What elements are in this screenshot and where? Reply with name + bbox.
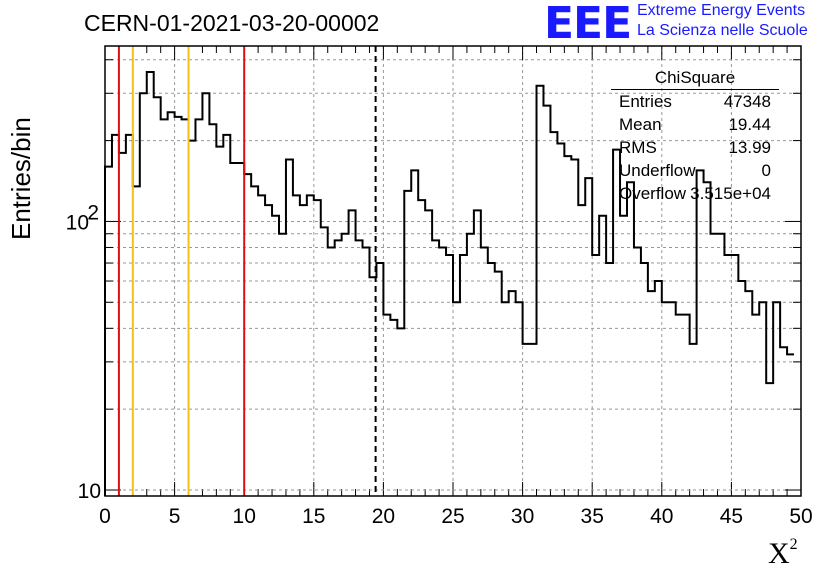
stats-key: Overflow bbox=[619, 184, 687, 203]
y-tick-label: 10 bbox=[66, 211, 89, 234]
stats-value: 13.99 bbox=[728, 138, 771, 157]
x-tick-label: 0 bbox=[99, 505, 111, 528]
eee-logo: EEE bbox=[544, 0, 632, 49]
run-title: CERN-01-2021-03-20-00002 bbox=[84, 10, 380, 36]
stats-row-mean: Mean 19.44 bbox=[619, 115, 771, 137]
x-tick-label: 25 bbox=[441, 505, 464, 528]
stats-row-entries: Entries 47348 bbox=[619, 92, 771, 114]
x-axis-label-superscript: 2 bbox=[789, 536, 798, 553]
stats-key: RMS bbox=[619, 138, 657, 157]
stats-row-overflow: Overflow 3.515e+04 bbox=[619, 184, 771, 206]
x-axis-label-base: X bbox=[768, 537, 790, 570]
stats-title: ChiSquare bbox=[654, 68, 736, 87]
stats-box: ChiSquare Entries 47348 Mean 19.44 RMS 1… bbox=[611, 68, 779, 210]
x-tick-label: 45 bbox=[720, 505, 743, 528]
stats-row-underflow: Underflow 0 bbox=[619, 161, 771, 183]
x-tick-label: 10 bbox=[233, 505, 256, 528]
x-axis-label: X2 bbox=[768, 536, 798, 571]
plot-frame bbox=[104, 45, 802, 497]
stats-key: Underflow bbox=[619, 161, 696, 180]
histogram-series-line bbox=[104, 71, 795, 496]
brand-line-2: La Scienza nelle Scuole bbox=[637, 22, 808, 39]
stats-value: 19.44 bbox=[728, 115, 771, 134]
stats-value: 0 bbox=[761, 161, 771, 180]
brand-line-1: Extreme Energy Events bbox=[637, 2, 806, 19]
stats-row-rms: RMS 13.99 bbox=[619, 138, 771, 160]
x-tick-label: 35 bbox=[581, 505, 604, 528]
stats-key: Mean bbox=[619, 115, 662, 134]
x-tick-label: 15 bbox=[302, 505, 325, 528]
y-tick-label-exponent: 2 bbox=[87, 201, 99, 224]
x-tick-label: 30 bbox=[511, 505, 534, 528]
x-tick-label: 20 bbox=[372, 505, 395, 528]
stats-key: Entries bbox=[619, 92, 672, 111]
stats-value: 47348 bbox=[723, 92, 771, 111]
x-tick-label: 5 bbox=[169, 505, 181, 528]
x-tick-label: 50 bbox=[789, 505, 812, 528]
stats-value: 3.515e+04 bbox=[690, 184, 771, 203]
stats-title-rule bbox=[611, 89, 779, 90]
y-tick-label: 10 bbox=[78, 480, 101, 503]
x-tick-label: 40 bbox=[650, 505, 673, 528]
